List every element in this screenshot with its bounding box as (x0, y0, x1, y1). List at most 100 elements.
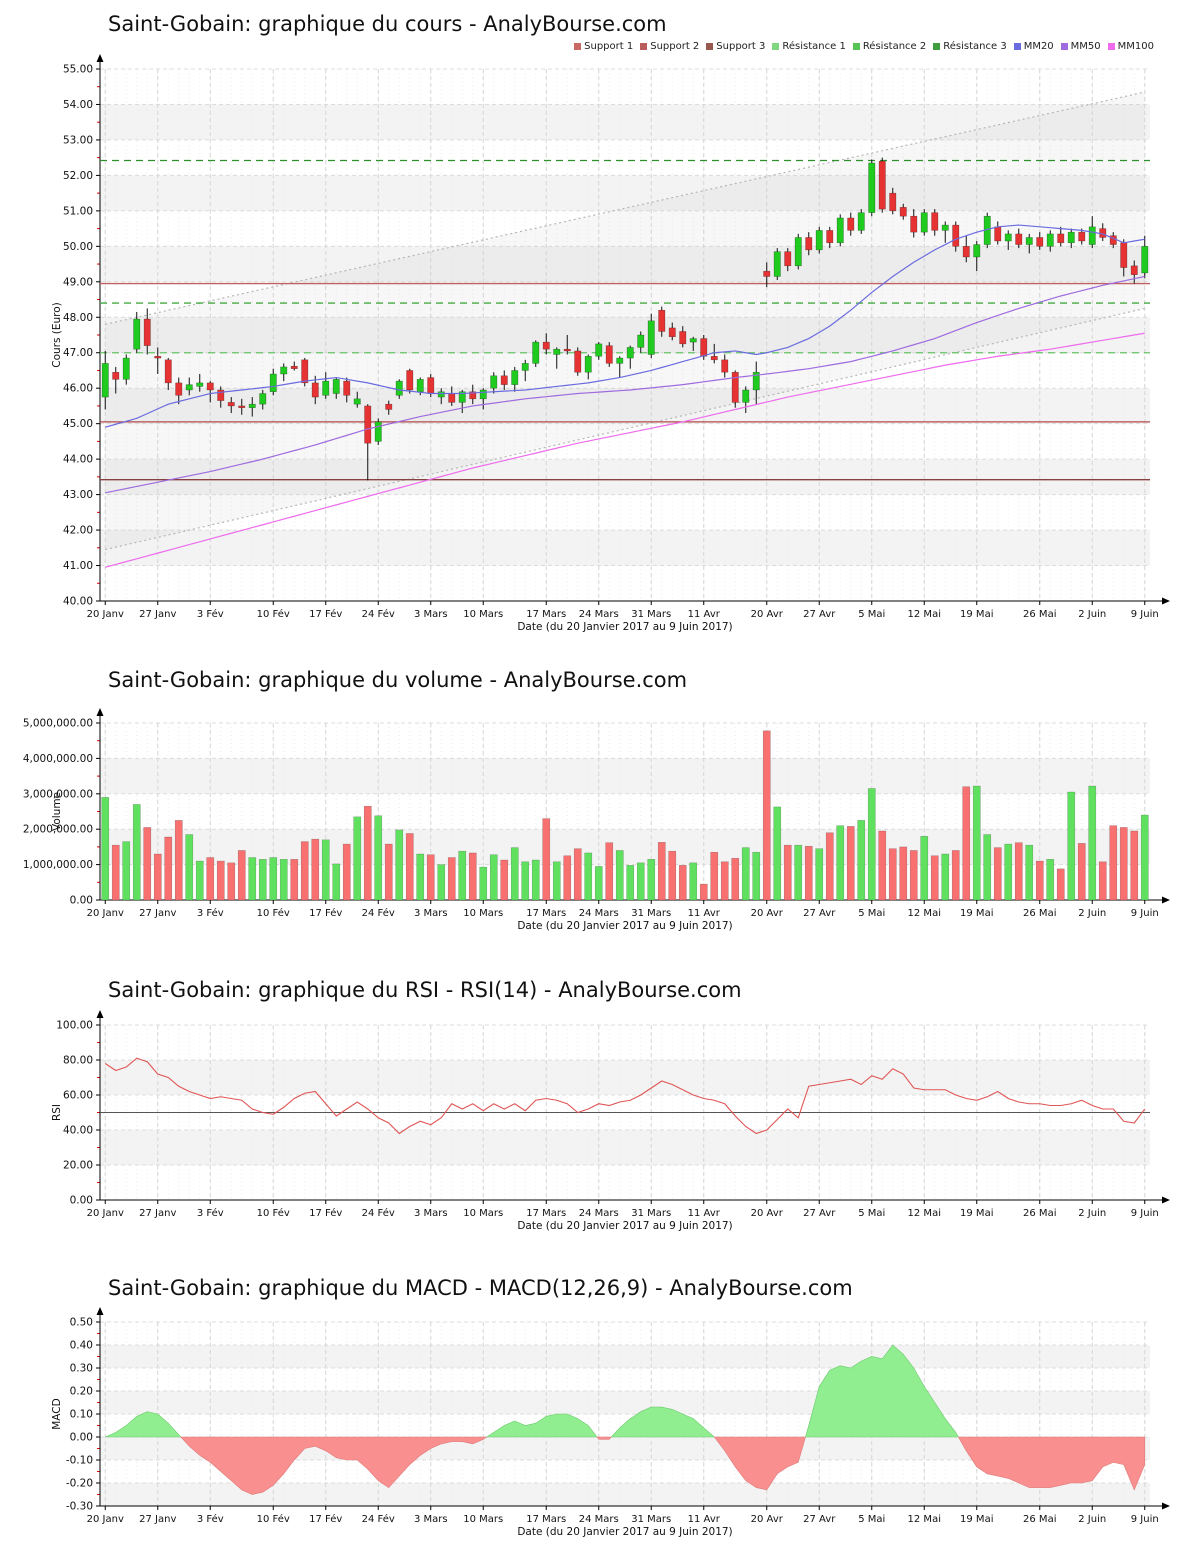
svg-text:46.00: 46.00 (63, 383, 93, 395)
svg-text:20.00: 20.00 (63, 1160, 93, 1172)
legend-label: MM100 (1117, 41, 1154, 52)
svg-text:-0.30: -0.30 (66, 1501, 93, 1513)
svg-text:54.00: 54.00 (63, 99, 93, 111)
svg-text:3 Mars: 3 Mars (414, 609, 448, 620)
svg-text:27 Janv: 27 Janv (139, 908, 176, 919)
svg-text:17 Mars: 17 Mars (526, 908, 566, 919)
svg-text:9 Juin: 9 Juin (1131, 908, 1159, 919)
legend-label: Résistance 1 (782, 41, 846, 52)
svg-text:17 Fév: 17 Fév (309, 1513, 342, 1525)
svg-text:26 Mai: 26 Mai (1023, 609, 1056, 620)
legend-label: MM50 (1070, 41, 1101, 52)
svg-text:27 Avr: 27 Avr (803, 609, 836, 620)
legend-label: Support 1 (584, 41, 634, 52)
svg-text:53.00: 53.00 (63, 134, 93, 146)
svg-text:60.00: 60.00 (63, 1090, 93, 1102)
svg-text:12 Mai: 12 Mai (908, 1208, 941, 1219)
svg-text:27 Janv: 27 Janv (139, 1208, 176, 1219)
svg-text:52.00: 52.00 (63, 170, 93, 182)
legend-label: MM20 (1023, 41, 1054, 52)
svg-text:42.00: 42.00 (63, 525, 93, 537)
svg-text:19 Mai: 19 Mai (960, 1208, 993, 1219)
svg-text:0.00: 0.00 (70, 895, 93, 907)
svg-text:0.50: 0.50 (70, 1317, 93, 1329)
svg-text:10 Fév: 10 Fév (257, 907, 290, 919)
legend-item-r-sistance-1: Résistance 1 (772, 41, 846, 52)
rsi-chart-title: Saint-Gobain: graphique du RSI - RSI(14)… (108, 978, 742, 1002)
svg-text:0.10: 0.10 (70, 1409, 93, 1421)
legend-swatch-icon (1013, 43, 1021, 50)
svg-text:27 Janv: 27 Janv (139, 609, 176, 620)
svg-text:5 Mai: 5 Mai (858, 1514, 885, 1525)
svg-text:0.40: 0.40 (70, 1340, 93, 1352)
svg-text:40.00: 40.00 (63, 1125, 93, 1137)
legend-item-mm20: MM20 (1013, 41, 1054, 52)
svg-text:24 Fév: 24 Fév (362, 1513, 395, 1525)
svg-text:-0.10: -0.10 (66, 1455, 93, 1467)
legend-item-mm100: MM100 (1107, 41, 1154, 52)
svg-text:27 Janv: 27 Janv (139, 1514, 176, 1525)
svg-text:24 Mars: 24 Mars (579, 908, 619, 919)
svg-text:31 Mars: 31 Mars (631, 1514, 671, 1525)
svg-text:17 Mars: 17 Mars (526, 609, 566, 620)
legend-label: Support 2 (650, 41, 700, 52)
macd-plot: -0.30 -0.20 -0.10 0.00 0.10 0.20 0.30 0.40 0.50 D… (51, 1307, 1170, 1538)
legend-swatch-icon (933, 43, 941, 50)
volume-x-axis: 20 Janv 27 Janv 3 Fév 10 Fév 17 Fév 24 Fév 3 M… (87, 900, 1159, 919)
price-x-axis: 20 Janv 27 Janv 3 Fév 10 Fév 17 Fév 24 Fév 3 M… (87, 601, 1159, 620)
svg-text:5,000,000.00: 5,000,000.00 (23, 718, 93, 730)
legend-label: Résistance 3 (943, 41, 1007, 52)
svg-text:5 Mai: 5 Mai (858, 1208, 885, 1219)
svg-text:55.00: 55.00 (63, 64, 93, 76)
ma-line-mm50 (105, 275, 1145, 494)
svg-text:24 Fév: 24 Fév (362, 608, 395, 620)
legend-item-support-3: Support 3 (706, 41, 765, 52)
support-resistance-lines (100, 159, 1150, 481)
svg-text:20 Janv: 20 Janv (87, 908, 124, 919)
price-chart-title: Saint-Gobain: graphique du cours - Analy… (108, 12, 667, 36)
svg-text:11 Avr: 11 Avr (688, 1514, 721, 1525)
svg-text:3 Fév: 3 Fév (197, 1207, 224, 1219)
legend-swatch-icon (1107, 43, 1115, 50)
rsi-x-axis: 20 Janv 27 Janv 3 Fév 10 Fév 17 Fév 24 Fév 3 M… (87, 1200, 1159, 1219)
svg-text:Cours (Euro): Cours (Euro) (51, 302, 63, 368)
svg-text:20 Janv: 20 Janv (87, 1514, 124, 1525)
svg-text:-0.20: -0.20 (66, 1478, 93, 1490)
svg-text:Volume: Volume (51, 792, 63, 831)
svg-text:1,000,000.00: 1,000,000.00 (23, 859, 93, 871)
svg-text:Date (du 20 Janvier 2017 au 9: Date (du 20 Janvier 2017 au 9 Juin 2017) (517, 1220, 732, 1232)
svg-text:20 Avr: 20 Avr (751, 609, 784, 620)
svg-text:44.00: 44.00 (63, 454, 93, 466)
svg-text:3 Mars: 3 Mars (414, 1208, 448, 1219)
svg-text:27 Avr: 27 Avr (803, 1208, 836, 1219)
svg-text:11 Avr: 11 Avr (688, 1208, 721, 1219)
svg-text:100.00: 100.00 (56, 1020, 93, 1032)
svg-text:2 Juin: 2 Juin (1078, 1514, 1106, 1525)
svg-text:0.00: 0.00 (70, 1195, 93, 1207)
svg-text:0.30: 0.30 (70, 1363, 93, 1375)
svg-text:31 Mars: 31 Mars (631, 1208, 671, 1219)
legend-swatch-icon (574, 43, 582, 50)
svg-text:10 Mars: 10 Mars (463, 1514, 503, 1525)
svg-text:19 Mai: 19 Mai (960, 1514, 993, 1525)
svg-text:12 Mai: 12 Mai (908, 609, 941, 620)
svg-text:3 Fév: 3 Fév (197, 1513, 224, 1525)
svg-text:4,000,000.00: 4,000,000.00 (23, 753, 93, 765)
svg-text:20 Avr: 20 Avr (751, 1208, 784, 1219)
volume-bars (101, 730, 1149, 901)
macd-x-axis: 20 Janv 27 Janv 3 Fév 10 Fév 17 Fév 24 Fév 3 M… (87, 1506, 1159, 1525)
legend-item-support-1: Support 1 (574, 41, 633, 52)
svg-text:Date (du 20 Janvier 2017 au 9: Date (du 20 Janvier 2017 au 9 Juin 2017) (517, 621, 732, 633)
svg-text:19 Mai: 19 Mai (960, 908, 993, 919)
svg-text:31 Mars: 31 Mars (631, 908, 671, 919)
svg-text:49.00: 49.00 (63, 276, 93, 288)
legend-label: Support 3 (716, 41, 766, 52)
rsi-plot: 0.00 20.00 40.00 60.00 80.00 100.00 Date (du 2… (51, 1010, 1170, 1232)
legend-swatch-icon (772, 43, 780, 50)
svg-text:17 Fév: 17 Fév (309, 1207, 342, 1219)
svg-text:3 Fév: 3 Fév (197, 608, 224, 620)
svg-text:3,000,000.00: 3,000,000.00 (23, 788, 93, 800)
macd-chart-title: Saint-Gobain: graphique du MACD - MACD(1… (108, 1276, 853, 1300)
